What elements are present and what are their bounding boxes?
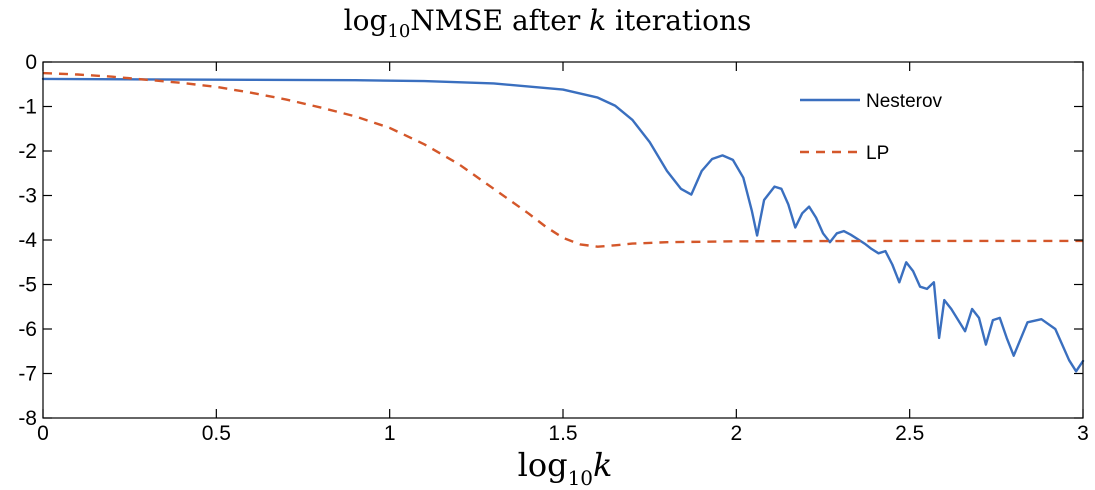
legend-label-nesterov: Nesterov [866,91,943,112]
x-tick-label: 0 [37,422,49,445]
title-text: NMSE after [410,4,590,37]
xlabel-variable: k [593,446,613,484]
title-suffix: iterations [606,4,752,37]
x-tick-label: 0.5 [202,422,231,445]
xlabel-subscript: 10 [567,466,594,490]
y-tick-label: -8 [18,407,37,430]
title-variable: k [589,4,607,37]
x-tick-label: 1 [384,422,396,445]
title-subscript: 10 [387,21,411,42]
x-tick-label: 2.5 [895,422,924,445]
x-tick-label: 3 [1077,422,1089,445]
series-line-nesterov [41,77,1085,373]
y-tick-label: -5 [18,274,37,297]
y-tick-label: -7 [18,363,37,386]
y-tick-label: -4 [18,229,37,252]
x-axis-label: log10k [0,446,1095,490]
legend-label-lp: LP [866,143,889,164]
y-tick-label: -3 [18,185,37,208]
series-line-lp [42,71,1083,248]
x-tick-label: 2 [730,422,742,445]
xlabel-log: log [517,446,568,484]
plot-frame [42,61,1084,419]
y-tick-label: -1 [18,96,37,119]
chart-title: log10NMSE after k iterations [0,4,1095,42]
x-tick-label: 1.5 [548,422,577,445]
y-tick-label: 0 [25,51,37,74]
y-tick-label: -2 [18,140,37,163]
y-tick-label: -6 [18,318,37,341]
title-log: log [343,4,388,37]
